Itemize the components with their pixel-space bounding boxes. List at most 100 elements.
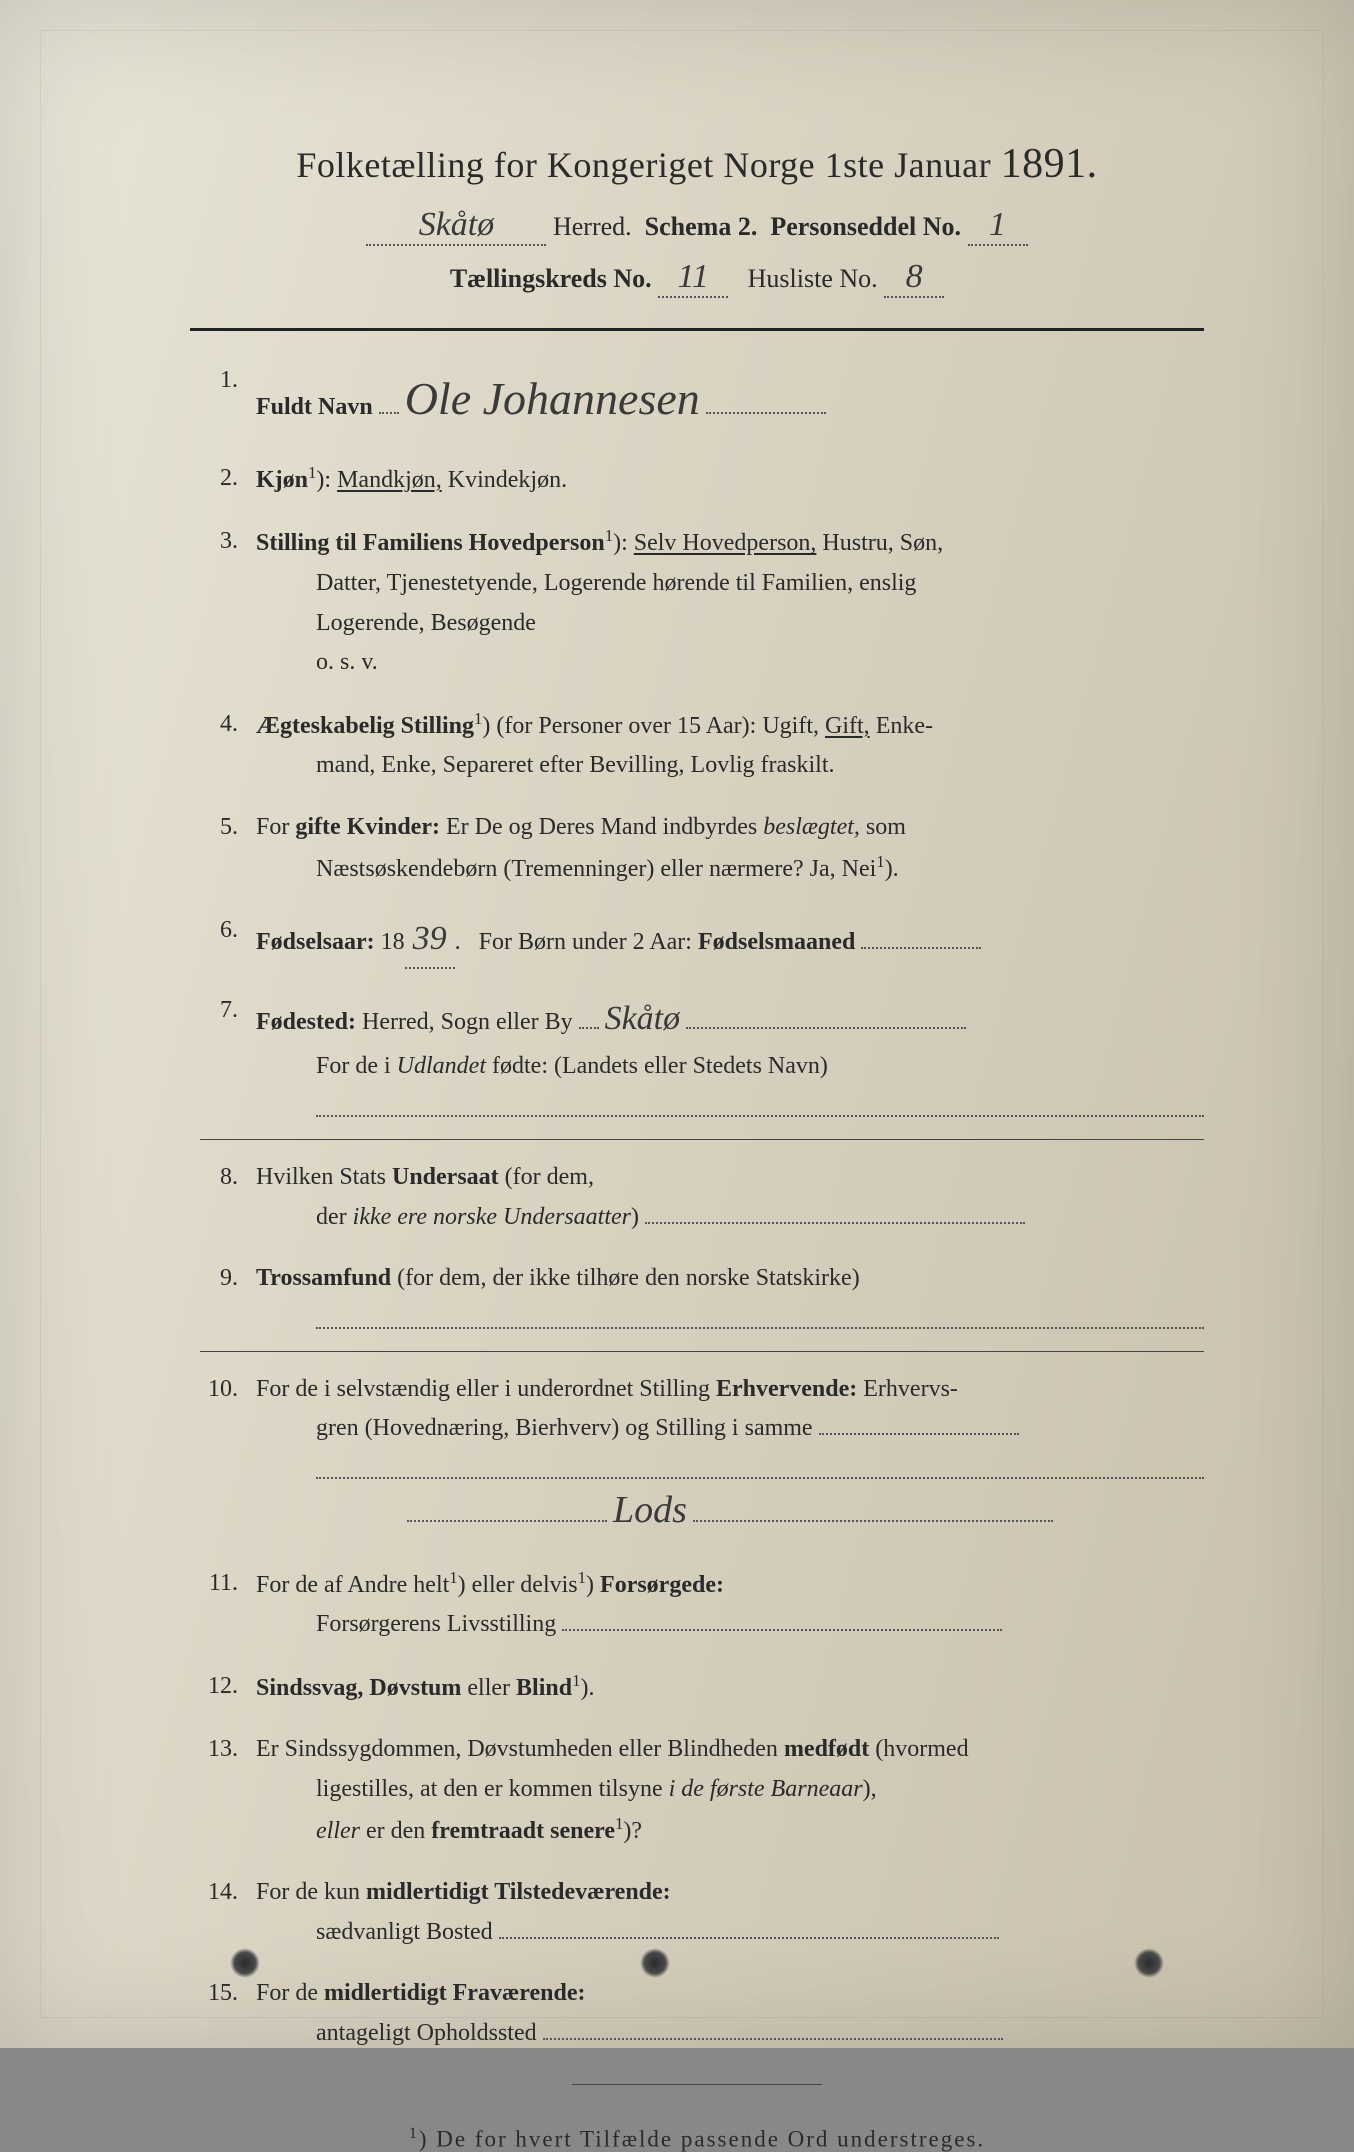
l1a: For de i selvstændig eller i underordnet…	[256, 1376, 710, 1402]
item-num: 7.	[200, 991, 256, 1117]
item-8: 8. Hvilken Stats Undersaat (for dem, der…	[200, 1158, 1204, 1237]
label-fuldt-navn: Fuldt Navn	[256, 394, 373, 420]
mid: For Børn under 2 Aar:	[479, 929, 692, 955]
l1: For de	[256, 1980, 318, 2006]
label-trossamfund: Trossamfund	[256, 1265, 391, 1291]
item-5: 5. For gifte Kvinder: Er De og Deres Man…	[200, 808, 1204, 889]
line2: antageligt Opholdssted	[316, 2020, 537, 2046]
year-prefix: 18	[381, 929, 405, 955]
item-15: 15. For de midlertidigt Fraværende: anta…	[200, 1974, 1204, 2053]
blank-line	[316, 1305, 1204, 1329]
punch-hole-icon	[1134, 1948, 1164, 1978]
taellingskreds-no: 11	[658, 258, 728, 298]
label-fodselsaar: Fødselsaar:	[256, 929, 375, 955]
text: (for dem, der ikke tilhøre den norske St…	[397, 1265, 860, 1291]
item-12: 12. Sindssvag, Døvstum eller Blind1).	[200, 1667, 1204, 1709]
medfodt: medfødt	[784, 1736, 869, 1762]
item-2: 2. Kjøn1): Mandkjøn, Kvindekjøn.	[200, 459, 1204, 501]
herred-handwritten: Skåtø	[366, 206, 546, 246]
l1b: eller delvis	[472, 1572, 578, 1598]
item-6: 6. Fødselsaar: 1839. For Børn under 2 Aa…	[200, 911, 1204, 969]
year-value: 39	[405, 911, 455, 969]
blind: Blind	[516, 1675, 572, 1701]
item-body: Kjøn1): Mandkjøn, Kvindekjøn.	[256, 459, 1204, 501]
item-11: 11. For de af Andre helt1) eller delvis1…	[200, 1564, 1204, 1645]
l1: Hvilken Stats	[256, 1164, 386, 1190]
sub: Herred, Sogn eller By	[362, 1009, 573, 1035]
opts-rest: Hustru, Søn,	[822, 530, 943, 556]
udlandet: Udlandet	[397, 1053, 486, 1079]
item-num: 3.	[200, 522, 256, 682]
item-body: For de midlertidigt Fraværende: antageli…	[256, 1974, 1204, 2053]
footnote-rule	[572, 2084, 822, 2085]
item-10: 10. For de i selvstændig eller i underor…	[200, 1370, 1204, 1542]
opt-gift: Gift,	[825, 713, 870, 739]
label-stilling: Stilling til Familiens Hovedperson	[256, 530, 605, 556]
line3: Logerende, Besøgende	[256, 604, 1204, 644]
item-14: 14. For de kun midlertidigt Tilstedevære…	[200, 1873, 1204, 1952]
opt-mandkjon: Mandkjøn,	[337, 467, 442, 493]
opt-selv-hovedperson: Selv Hovedperson,	[634, 530, 817, 556]
punch-hole-icon	[230, 1948, 260, 1978]
item-num: 6.	[200, 911, 256, 969]
opt-kvindekjon: Kvindekjøn.	[448, 467, 567, 493]
item-4: 4. Ægteskabelig Stilling1) (for Personer…	[200, 705, 1204, 786]
schema-label: Schema 2.	[645, 212, 758, 241]
item-num: 12.	[200, 1667, 256, 1709]
punch-hole-icon	[640, 1948, 670, 1978]
item-body: For de af Andre helt1) eller delvis1) Fo…	[256, 1564, 1204, 1645]
title-line: Folketælling for Kongeriget Norge 1ste J…	[190, 140, 1204, 188]
paren: (for Personer over 15 Aar):	[496, 713, 756, 739]
gifte-kvinder: gifte Kvinder:	[295, 814, 440, 840]
taellingskreds-label: Tællingskreds No.	[450, 264, 652, 293]
line2: Næstsøskendebørn (Tremenninger) eller næ…	[316, 856, 876, 882]
section-rule-1	[200, 1139, 1204, 1140]
personseddel-label: Personseddel No.	[770, 212, 961, 241]
personseddel-no: 1	[968, 206, 1028, 246]
value-erhverv: Lods	[613, 1479, 687, 1542]
opt-enke: Enke-	[876, 713, 933, 739]
husliste-no: 8	[884, 258, 944, 298]
blank-line	[316, 1455, 1204, 1479]
beslaegtet: beslægtet,	[763, 814, 860, 840]
fremtraadt: fremtraadt senere	[431, 1818, 615, 1844]
l2a: der	[316, 1204, 347, 1230]
item-body: Fødselsaar: 1839. For Børn under 2 Aar: …	[256, 911, 1204, 969]
item-num: 1.	[200, 361, 256, 437]
line2: sædvanligt Bosted	[316, 1919, 493, 1945]
label-aegteskab: Ægteskabelig Stilling	[256, 713, 474, 739]
l1: For de kun	[256, 1879, 360, 1905]
barneaar: i de første Barneaar	[669, 1776, 863, 1802]
item-body: Er Sindssygdommen, Døvstumheden eller Bl…	[256, 1730, 1204, 1851]
line2: gren (Hovednæring, Bierhverv) og Stillin…	[316, 1415, 813, 1441]
line2: Datter, Tjenestetyende, Logerende hørend…	[256, 564, 1204, 604]
item-body: For de i selvstændig eller i underordnet…	[256, 1370, 1204, 1542]
item-num: 2.	[200, 459, 256, 501]
l1b: Erhvervs-	[863, 1376, 958, 1402]
item-num: 5.	[200, 808, 256, 889]
opt-ugift: Ugift,	[762, 713, 819, 739]
title-year: 1891.	[1001, 141, 1098, 187]
subtitle-line-1: Skåtø Herred. Schema 2. Personseddel No.…	[190, 206, 1204, 246]
item-num: 14.	[200, 1873, 256, 1952]
item-num: 11.	[200, 1564, 256, 1645]
l2a: For de i	[316, 1053, 391, 1079]
herred-label: Herred.	[553, 212, 632, 241]
form-items: 1. Fuldt Navn Ole Johannesen 2. Kjøn1): …	[190, 361, 1204, 2054]
husliste-label: Husliste No.	[748, 264, 878, 293]
item-num: 4.	[200, 705, 256, 786]
q1-end: som	[866, 814, 906, 840]
label-fodselsmaaned: Fødselsmaaned	[698, 929, 855, 955]
l2a: ligestilles, at den er kommen tilsyne	[316, 1776, 663, 1802]
item-num: 13.	[200, 1730, 256, 1851]
item-body: For gifte Kvinder: Er De og Deres Mand i…	[256, 808, 1204, 889]
q1: Er De og Deres Mand indbyrdes	[446, 814, 757, 840]
l1b: (hvormed	[875, 1736, 968, 1762]
footnote: 1) De for hvert Tilfælde passende Ord un…	[190, 2125, 1204, 2152]
form-header: Folketælling for Kongeriget Norge 1ste J…	[190, 140, 1204, 298]
item-body: Fuldt Navn Ole Johannesen	[256, 361, 1204, 437]
l2italic: ikke ere norske Undersaatter	[353, 1204, 631, 1230]
item-1: 1. Fuldt Navn Ole Johannesen	[200, 361, 1204, 437]
erhvervende: Erhvervende:	[716, 1376, 857, 1402]
item-body: Trossamfund (for dem, der ikke tilhøre d…	[256, 1259, 1204, 1329]
